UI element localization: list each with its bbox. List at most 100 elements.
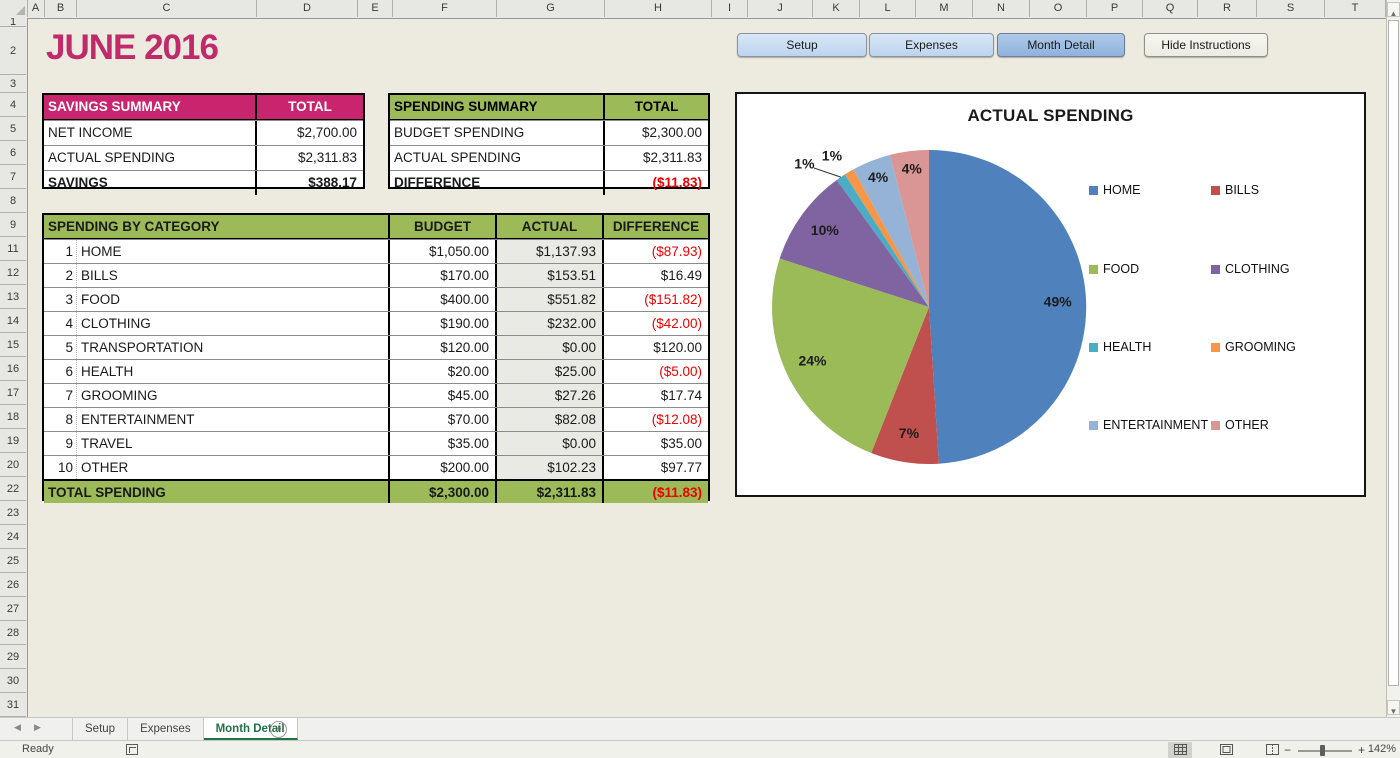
legend-item-home[interactable]: HOME bbox=[1089, 182, 1141, 198]
table-row[interactable]: 10 OTHER $200.00 $102.23 $97.77 bbox=[44, 455, 708, 479]
row-header-18[interactable]: 18 bbox=[0, 405, 26, 429]
difference-value[interactable]: $120.00 bbox=[602, 336, 708, 359]
vscroll-up-icon[interactable]: ▲ bbox=[1387, 2, 1400, 18]
row-header-14[interactable]: 14 bbox=[0, 309, 26, 333]
row-header-17[interactable]: 17 bbox=[0, 381, 26, 405]
zoom-slider-track[interactable] bbox=[1298, 750, 1352, 752]
sheet-nav-right-icon[interactable]: ▶ bbox=[34, 722, 41, 732]
row-header-31[interactable]: 31 bbox=[0, 693, 26, 717]
column-header-T[interactable]: T bbox=[1325, 0, 1386, 17]
row-header-27[interactable]: 27 bbox=[0, 597, 26, 621]
actual-value[interactable]: $0.00 bbox=[495, 336, 602, 359]
row-header-25[interactable]: 25 bbox=[0, 549, 26, 573]
total-spending-row[interactable]: TOTAL SPENDING $2,300.00 $2,311.83 ($11.… bbox=[44, 479, 708, 503]
row-header-30[interactable]: 30 bbox=[0, 669, 26, 693]
column-header-M[interactable]: M bbox=[916, 0, 973, 17]
budget-value[interactable]: $200.00 bbox=[388, 456, 495, 479]
row-header-9[interactable]: 9 bbox=[0, 213, 26, 237]
normal-view-icon[interactable] bbox=[1168, 742, 1192, 758]
row-header-28[interactable]: 28 bbox=[0, 621, 26, 645]
row-header-22[interactable]: 22 bbox=[0, 477, 26, 501]
expenses-button[interactable]: Expenses bbox=[869, 33, 994, 57]
difference-value[interactable]: $35.00 bbox=[602, 432, 708, 455]
vertical-scrollbar-thumb[interactable] bbox=[1388, 20, 1399, 686]
row-header-26[interactable]: 26 bbox=[0, 573, 26, 597]
table-row[interactable]: ACTUAL SPENDING $2,311.83 bbox=[390, 145, 708, 170]
vscroll-down-icon[interactable]: ▼ bbox=[1387, 700, 1400, 716]
legend-item-grooming[interactable]: GROOMING bbox=[1211, 339, 1296, 355]
add-sheet-icon[interactable]: + bbox=[270, 721, 287, 738]
table-row[interactable]: 9 TRAVEL $35.00 $0.00 $35.00 bbox=[44, 431, 708, 455]
column-header-I[interactable]: I bbox=[712, 0, 748, 17]
column-header-A[interactable]: A bbox=[27, 0, 45, 17]
month-detail-button[interactable]: Month Detail bbox=[997, 33, 1125, 57]
actual-value[interactable]: $1,137.93 bbox=[495, 240, 602, 263]
table-row[interactable]: SAVINGS $388.17 bbox=[44, 170, 363, 195]
table-row[interactable]: DIFFERENCE ($11.83) bbox=[390, 170, 708, 195]
table-row[interactable]: 1 HOME $1,050.00 $1,137.93 ($87.93) bbox=[44, 239, 708, 263]
macro-record-icon[interactable] bbox=[126, 744, 138, 755]
legend-item-health[interactable]: HEALTH bbox=[1089, 339, 1151, 355]
row-header-19[interactable]: 19 bbox=[0, 429, 26, 453]
column-header-D[interactable]: D bbox=[257, 0, 358, 17]
row-header-1[interactable]: 1 bbox=[0, 18, 26, 27]
sheet-nav-left-icon[interactable]: ◀ bbox=[14, 722, 21, 732]
row-header-3[interactable]: 3 bbox=[0, 75, 26, 93]
table-row[interactable]: BUDGET SPENDING $2,300.00 bbox=[390, 120, 708, 145]
budget-value[interactable]: $170.00 bbox=[388, 264, 495, 287]
column-header-B[interactable]: B bbox=[45, 0, 77, 17]
budget-value[interactable]: $35.00 bbox=[388, 432, 495, 455]
column-header-L[interactable]: L bbox=[860, 0, 916, 17]
table-row[interactable]: NET INCOME $2,700.00 bbox=[44, 120, 363, 145]
column-header-R[interactable]: R bbox=[1198, 0, 1257, 17]
legend-item-food[interactable]: FOOD bbox=[1089, 261, 1139, 277]
table-row[interactable]: 7 GROOMING $45.00 $27.26 $17.74 bbox=[44, 383, 708, 407]
legend-item-bills[interactable]: BILLS bbox=[1211, 182, 1259, 198]
budget-value[interactable]: $45.00 bbox=[388, 384, 495, 407]
difference-value[interactable]: ($87.93) bbox=[602, 240, 708, 263]
setup-button[interactable]: Setup bbox=[737, 33, 867, 57]
table-row[interactable]: 5 TRANSPORTATION $120.00 $0.00 $120.00 bbox=[44, 335, 708, 359]
pie-slice-entertainment[interactable] bbox=[853, 154, 929, 307]
column-header-S[interactable]: S bbox=[1257, 0, 1325, 17]
row-header-11[interactable]: 11 bbox=[0, 237, 26, 261]
budget-value[interactable]: $120.00 bbox=[388, 336, 495, 359]
actual-spending-chart[interactable]: 49% 7% 24% 10% 1% 1% 4% 4% ACTUAL SPENDING HOME… bbox=[735, 92, 1366, 497]
zoom-slider-thumb[interactable] bbox=[1320, 745, 1325, 756]
difference-value[interactable]: ($151.82) bbox=[602, 288, 708, 311]
budget-value[interactable]: $400.00 bbox=[388, 288, 495, 311]
row-header-20[interactable]: 20 bbox=[0, 453, 26, 477]
column-header-G[interactable]: G bbox=[497, 0, 605, 17]
table-row[interactable]: ACTUAL SPENDING $2,311.83 bbox=[44, 145, 363, 170]
actual-value[interactable]: $232.00 bbox=[495, 312, 602, 335]
actual-value[interactable]: $82.08 bbox=[495, 408, 602, 431]
table-row[interactable]: 3 FOOD $400.00 $551.82 ($151.82) bbox=[44, 287, 708, 311]
table-row[interactable]: 2 BILLS $170.00 $153.51 $16.49 bbox=[44, 263, 708, 287]
pie-slice-food[interactable] bbox=[772, 258, 929, 454]
difference-value[interactable]: $16.49 bbox=[602, 264, 708, 287]
column-header-C[interactable]: C bbox=[77, 0, 257, 17]
row-header-29[interactable]: 29 bbox=[0, 645, 26, 669]
pie-slice-bills[interactable] bbox=[871, 307, 939, 465]
row-header-23[interactable]: 23 bbox=[0, 501, 26, 525]
row-header-16[interactable]: 16 bbox=[0, 357, 26, 381]
row-header-2[interactable]: 2 bbox=[0, 27, 26, 75]
zoom-in-icon[interactable]: + bbox=[1358, 743, 1366, 757]
column-header-O[interactable]: O bbox=[1030, 0, 1087, 17]
row-header-13[interactable]: 13 bbox=[0, 285, 26, 309]
select-all-corner[interactable] bbox=[0, 0, 28, 17]
row-header-7[interactable]: 7 bbox=[0, 165, 26, 189]
tab-expenses[interactable]: Expenses bbox=[128, 718, 204, 740]
row-header-6[interactable]: 6 bbox=[0, 141, 26, 165]
table-row[interactable]: 6 HEALTH $20.00 $25.00 ($5.00) bbox=[44, 359, 708, 383]
row-header-12[interactable]: 12 bbox=[0, 261, 26, 285]
pie-slice-home[interactable] bbox=[929, 149, 1087, 464]
budget-value[interactable]: $1,050.00 bbox=[388, 240, 495, 263]
difference-value[interactable]: $97.77 bbox=[602, 456, 708, 479]
column-header-E[interactable]: E bbox=[358, 0, 393, 17]
row-header-15[interactable]: 15 bbox=[0, 333, 26, 357]
row-header-5[interactable]: 5 bbox=[0, 117, 26, 141]
difference-value[interactable]: ($42.00) bbox=[602, 312, 708, 335]
difference-value[interactable]: $17.74 bbox=[602, 384, 708, 407]
legend-item-other[interactable]: OTHER bbox=[1211, 417, 1269, 433]
